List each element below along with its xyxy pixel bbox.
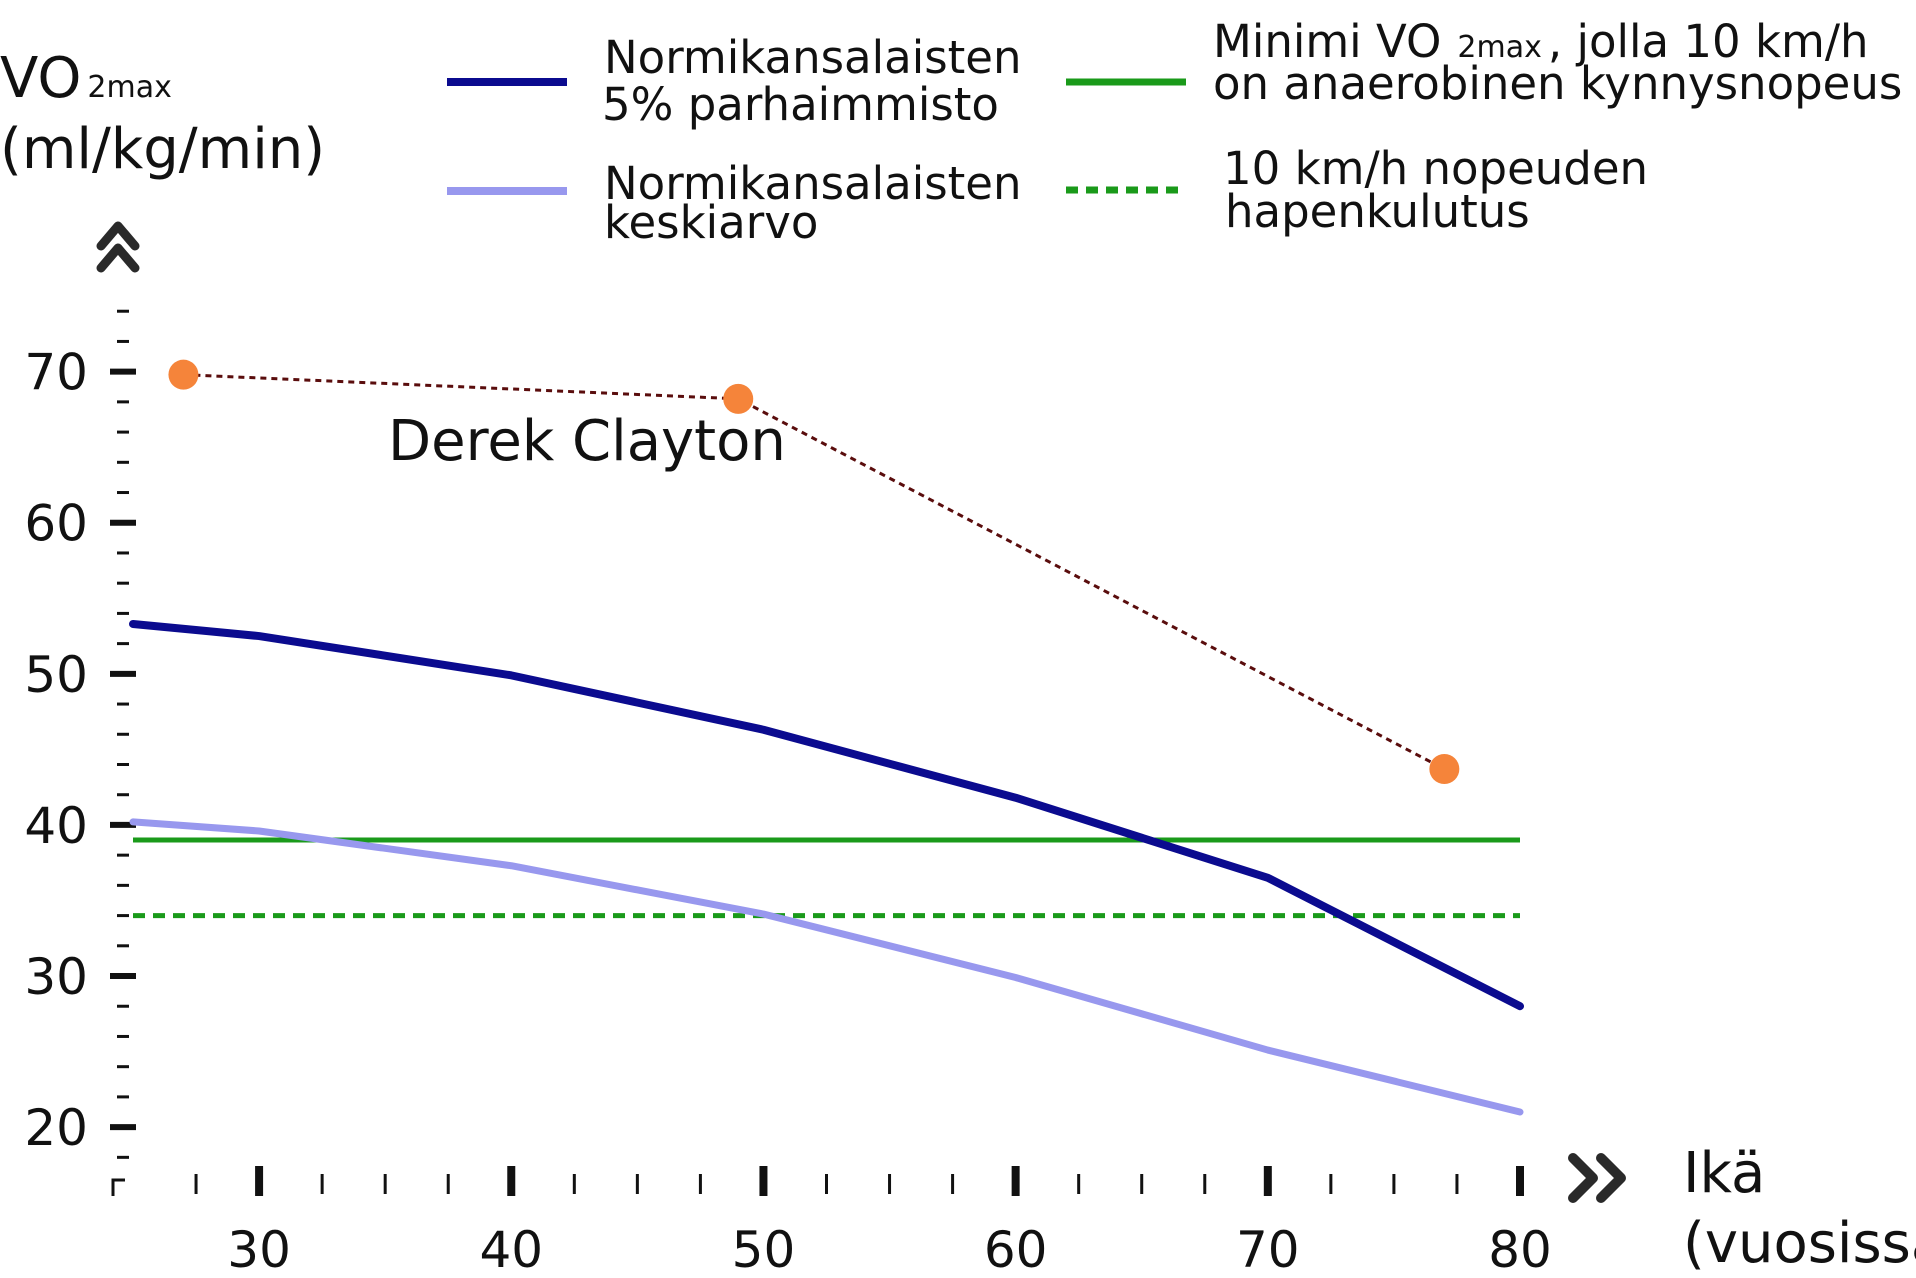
y-axis-label: VO 2max: [0, 46, 172, 111]
legend-label-threshold-line2: on anaerobinen kynnysnopeus: [1213, 57, 1902, 110]
y-tick-label-20: 20: [24, 1099, 88, 1157]
legend-label-consumption-line2: hapenkulutus: [1225, 185, 1530, 238]
annotation-point-derek-clayton: [723, 383, 754, 414]
y-tick-label-30: 30: [24, 948, 88, 1006]
legend-label-threshold-line1: Minimi VO 2max, jolla 10 km/h: [1213, 15, 1869, 68]
y-axis: 20 30 40 50 60 70: [24, 309, 136, 1159]
annotation-point-derek-clayton: [168, 359, 199, 390]
y-tick-label-40: 40: [24, 797, 88, 855]
y-axis-unit: (ml/kg/min): [0, 117, 325, 182]
x-axis-origin-mark: [111, 1178, 125, 1196]
legend-label-top5-line2: 5% parhaimmisto: [602, 78, 999, 131]
legend-label-top5-line1: Normikansalaisten: [604, 31, 1022, 84]
x-axis-arrow-icon: [1568, 1153, 1626, 1203]
annotation-point-derek-clayton: [1429, 754, 1460, 785]
x-tick-label-30: 30: [227, 1221, 291, 1278]
legend-threshold-text-sub: 2max: [1457, 30, 1541, 65]
annotation-line-derek-clayton: [183, 373, 1446, 771]
x-tick-label-40: 40: [479, 1221, 543, 1278]
series-line-top5: [129, 619, 1524, 1011]
legend-threshold-text-b: , jolla 10 km/h: [1548, 15, 1869, 68]
legend-label-average-line1: Normikansalaisten: [604, 157, 1022, 210]
y-tick-label-70: 70: [24, 344, 88, 402]
y-tick-label-50: 50: [24, 646, 88, 704]
x-axis-label: Ikä: [1683, 1141, 1765, 1206]
plot-area: [129, 359, 1524, 1116]
legend-threshold-text-a: Minimi VO: [1213, 15, 1441, 68]
x-tick-label-80: 80: [1488, 1221, 1552, 1278]
x-axis: 30 40 50 60 70 80: [111, 1166, 1552, 1278]
x-tick-label-60: 60: [984, 1221, 1048, 1278]
series-line-average: [129, 818, 1524, 1116]
x-tick-label-50: 50: [732, 1221, 796, 1278]
y-axis-label-sub: 2max: [87, 70, 171, 105]
x-axis-label-unit: (vuosissa): [1683, 1211, 1916, 1276]
y-tick-label-60: 60: [24, 495, 88, 553]
annotation-label-derek-clayton: Derek Clayton: [388, 409, 786, 474]
legend-label-consumption-line1: 10 km/h nopeuden: [1223, 142, 1648, 195]
y-axis-arrow-icon: [96, 221, 140, 273]
x-tick-label-70: 70: [1236, 1221, 1300, 1278]
legend-label-average-line2: keskiarvo: [604, 196, 818, 249]
legend: Normikansalaisten 5% parhaimmisto Normik…: [447, 15, 1902, 249]
y-axis-label-main: VO: [0, 46, 81, 111]
